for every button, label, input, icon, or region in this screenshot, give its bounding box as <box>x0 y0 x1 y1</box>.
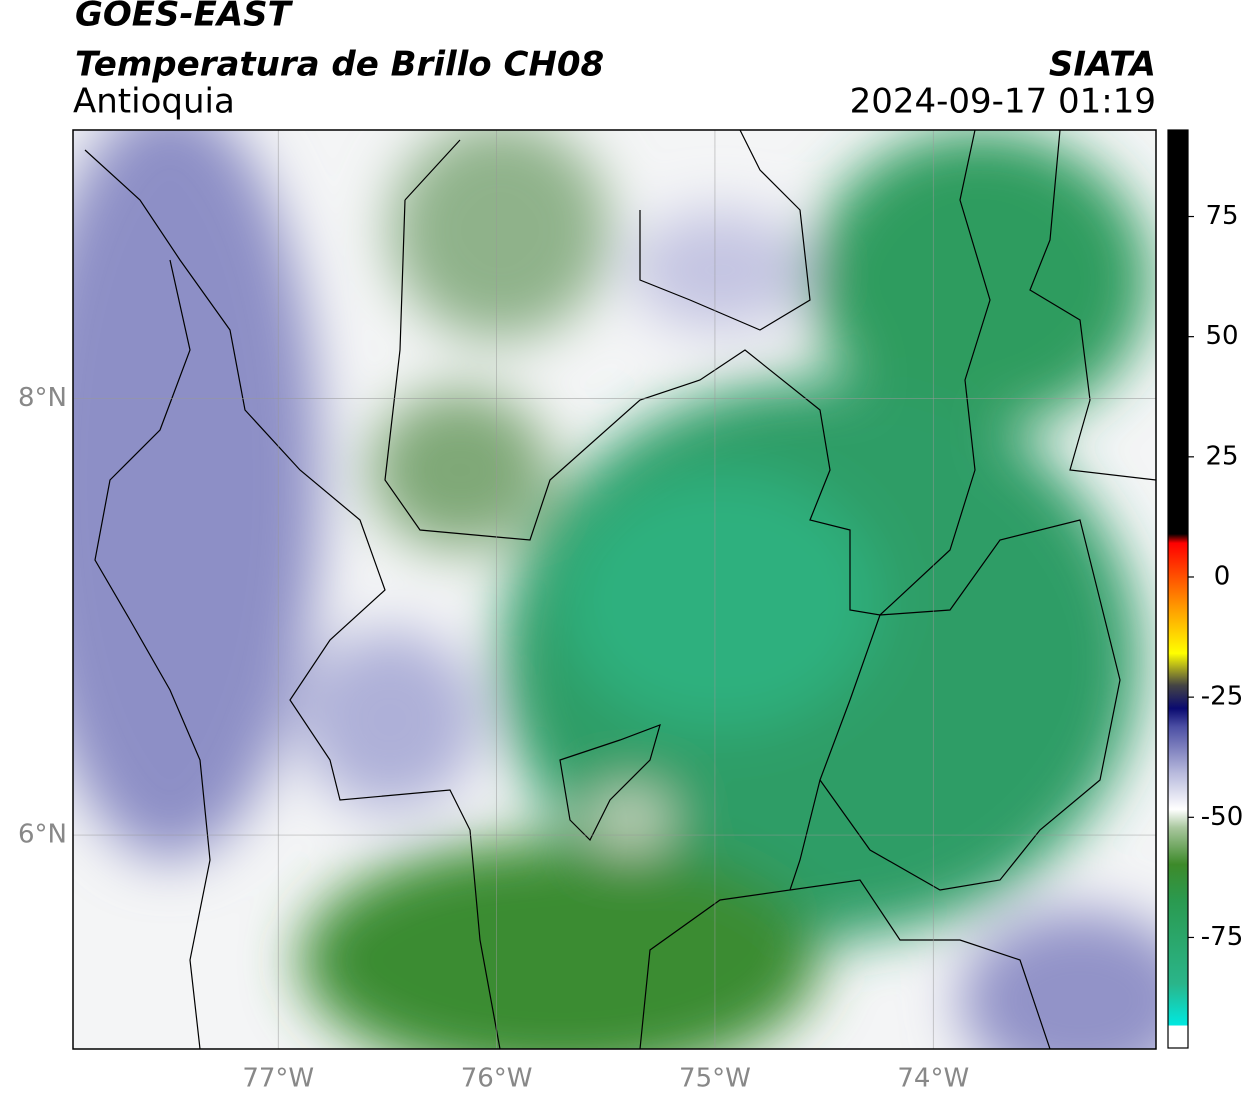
colorbar <box>1167 129 1189 1049</box>
satellite-image <box>73 130 1156 1049</box>
x-tick-label: 74°W <box>897 1064 969 1094</box>
colorbar-tick-label: -75 <box>1201 922 1243 952</box>
map-frame <box>72 129 1157 1050</box>
datetime: 2024-09-17 01:19 <box>850 82 1156 122</box>
subtitle: Temperatura de Brillo CH08 <box>75 45 604 85</box>
colorbar-tick-label: 25 <box>1205 441 1238 471</box>
x-tick-label: 75°W <box>679 1064 751 1094</box>
borders <box>84 130 1156 1049</box>
colorbar-tick-label: 0 <box>1214 561 1231 591</box>
colorbar-tick-label: 50 <box>1205 321 1238 351</box>
colorbar-tick-label: -25 <box>1201 682 1243 712</box>
title: GOES-EAST <box>75 0 294 35</box>
x-tick-label: 77°W <box>242 1064 314 1094</box>
grid <box>73 130 1156 1049</box>
region: Antioquia <box>73 82 235 122</box>
agency: SIATA <box>1049 45 1156 85</box>
colorbar-tick-label: 75 <box>1205 201 1238 231</box>
colorbar-tick-label: -50 <box>1201 802 1243 832</box>
x-tick-label: 76°W <box>461 1064 533 1094</box>
y-tick-label: 8°N <box>18 383 67 413</box>
y-tick-label: 6°N <box>18 820 67 850</box>
